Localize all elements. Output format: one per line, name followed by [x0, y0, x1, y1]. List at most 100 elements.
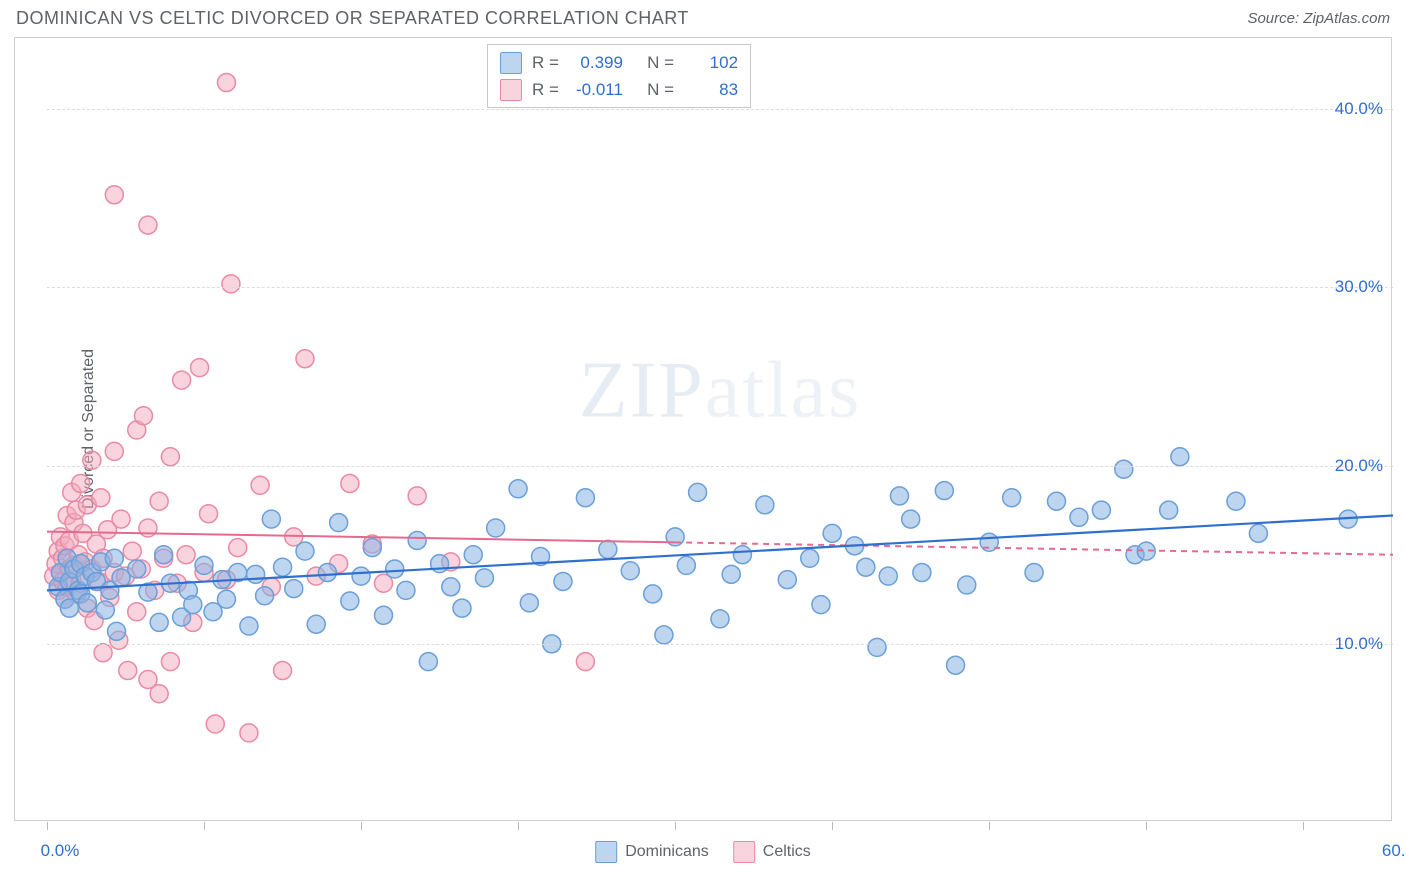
dominicans-point: [442, 578, 460, 596]
dominicans-point: [509, 480, 527, 498]
dominicans-point: [217, 590, 235, 608]
chart-title: DOMINICAN VS CELTIC DIVORCED OR SEPARATE…: [16, 8, 689, 29]
dominicans-point: [890, 487, 908, 505]
celtics-point: [229, 539, 247, 557]
dominicans-point: [318, 564, 336, 582]
celtics-point: [161, 448, 179, 466]
series-legend: Dominicans Celtics: [595, 841, 811, 863]
dominicans-point: [453, 599, 471, 617]
gridline: [47, 287, 1393, 288]
dominicans-point: [1092, 501, 1110, 519]
celtics-point: [173, 371, 191, 389]
dominicans-point: [935, 482, 953, 500]
dominicans-point: [599, 540, 617, 558]
dominicans-point: [262, 510, 280, 528]
dominicans-point: [902, 510, 920, 528]
celtics-point: [94, 644, 112, 662]
dominicans-point: [812, 596, 830, 614]
celtics-point: [341, 474, 359, 492]
celtics-point: [274, 662, 292, 680]
celtics-point: [191, 359, 209, 377]
dominicans-point: [128, 560, 146, 578]
r-label: R =: [532, 49, 559, 76]
celtics-point: [139, 216, 157, 234]
dominicans-point: [733, 546, 751, 564]
dominicans-point: [722, 565, 740, 583]
celtics-point: [150, 685, 168, 703]
celtics-point: [105, 442, 123, 460]
correlation-row: R =0.399 N =102: [500, 49, 738, 76]
legend-swatch: [500, 79, 522, 101]
dominicans-point: [554, 572, 572, 590]
dominicans-point: [1048, 492, 1066, 510]
dominicans-point: [256, 587, 274, 605]
x-axis-min-label: 0.0%: [41, 841, 80, 861]
chart-area: Divorced or Separated ZIPatlas R =0.399 …: [14, 37, 1392, 821]
y-tick-label: 20.0%: [1335, 456, 1383, 476]
dominicans-point: [677, 556, 695, 574]
dominicans-point: [1025, 564, 1043, 582]
celtics-point: [72, 474, 90, 492]
dominicans-point: [689, 483, 707, 501]
celtics-point: [161, 653, 179, 671]
celtics-point: [150, 492, 168, 510]
celtics-point: [105, 186, 123, 204]
dominicans-point: [1249, 524, 1267, 542]
dominicans-point: [958, 576, 976, 594]
celtics-point: [112, 510, 130, 528]
legend-swatch: [500, 52, 522, 74]
celtics-point: [177, 546, 195, 564]
celtics-point: [123, 542, 141, 560]
dominicans-point: [1227, 492, 1245, 510]
n-value: 102: [684, 49, 738, 76]
correlation-row: R =-0.011 N =83: [500, 76, 738, 103]
dominicans-point: [1070, 508, 1088, 526]
legend-label: Celtics: [763, 843, 811, 861]
chart-header: DOMINICAN VS CELTIC DIVORCED OR SEPARATE…: [0, 0, 1406, 33]
legend-swatch: [733, 841, 755, 863]
dominicans-point: [195, 556, 213, 574]
dominicans-point: [1115, 460, 1133, 478]
celtics-point: [576, 653, 594, 671]
dominicans-point: [419, 653, 437, 671]
dominicans-point: [352, 567, 370, 585]
dominicans-point: [520, 594, 538, 612]
celtics-point: [128, 603, 146, 621]
dominicans-point: [644, 585, 662, 603]
dominicans-point: [1160, 501, 1178, 519]
dominicans-point: [184, 596, 202, 614]
dominicans-point: [621, 562, 639, 580]
legend-item: Dominicans: [595, 841, 709, 863]
scatter-svg: [47, 38, 1393, 822]
dominicans-point: [823, 524, 841, 542]
y-tick-label: 40.0%: [1335, 99, 1383, 119]
r-label: R =: [532, 76, 559, 103]
dominicans-point: [408, 531, 426, 549]
gridline: [47, 109, 1393, 110]
dominicans-point: [78, 594, 96, 612]
dominicans-point: [868, 638, 886, 656]
dominicans-point: [487, 519, 505, 537]
dominicans-point: [464, 546, 482, 564]
source-label: Source: ZipAtlas.com: [1247, 10, 1390, 27]
dominicans-point: [296, 542, 314, 560]
celtics-point: [251, 476, 269, 494]
dominicans-point: [341, 592, 359, 610]
gridline: [47, 644, 1393, 645]
dominicans-point: [778, 571, 796, 589]
dominicans-point: [150, 613, 168, 631]
dominicans-point: [947, 656, 965, 674]
dominicans-point: [756, 496, 774, 514]
dominicans-point: [105, 549, 123, 567]
dominicans-point: [475, 569, 493, 587]
legend-swatch: [595, 841, 617, 863]
y-tick-label: 10.0%: [1335, 634, 1383, 654]
dominicans-point: [655, 626, 673, 644]
celtics-point: [408, 487, 426, 505]
celtics-point: [119, 662, 137, 680]
dominicans-point: [247, 565, 265, 583]
x-axis-max-label: 60.0%: [1382, 841, 1406, 861]
dominicans-point: [108, 622, 126, 640]
dominicans-point: [879, 567, 897, 585]
n-label: N =: [633, 76, 674, 103]
